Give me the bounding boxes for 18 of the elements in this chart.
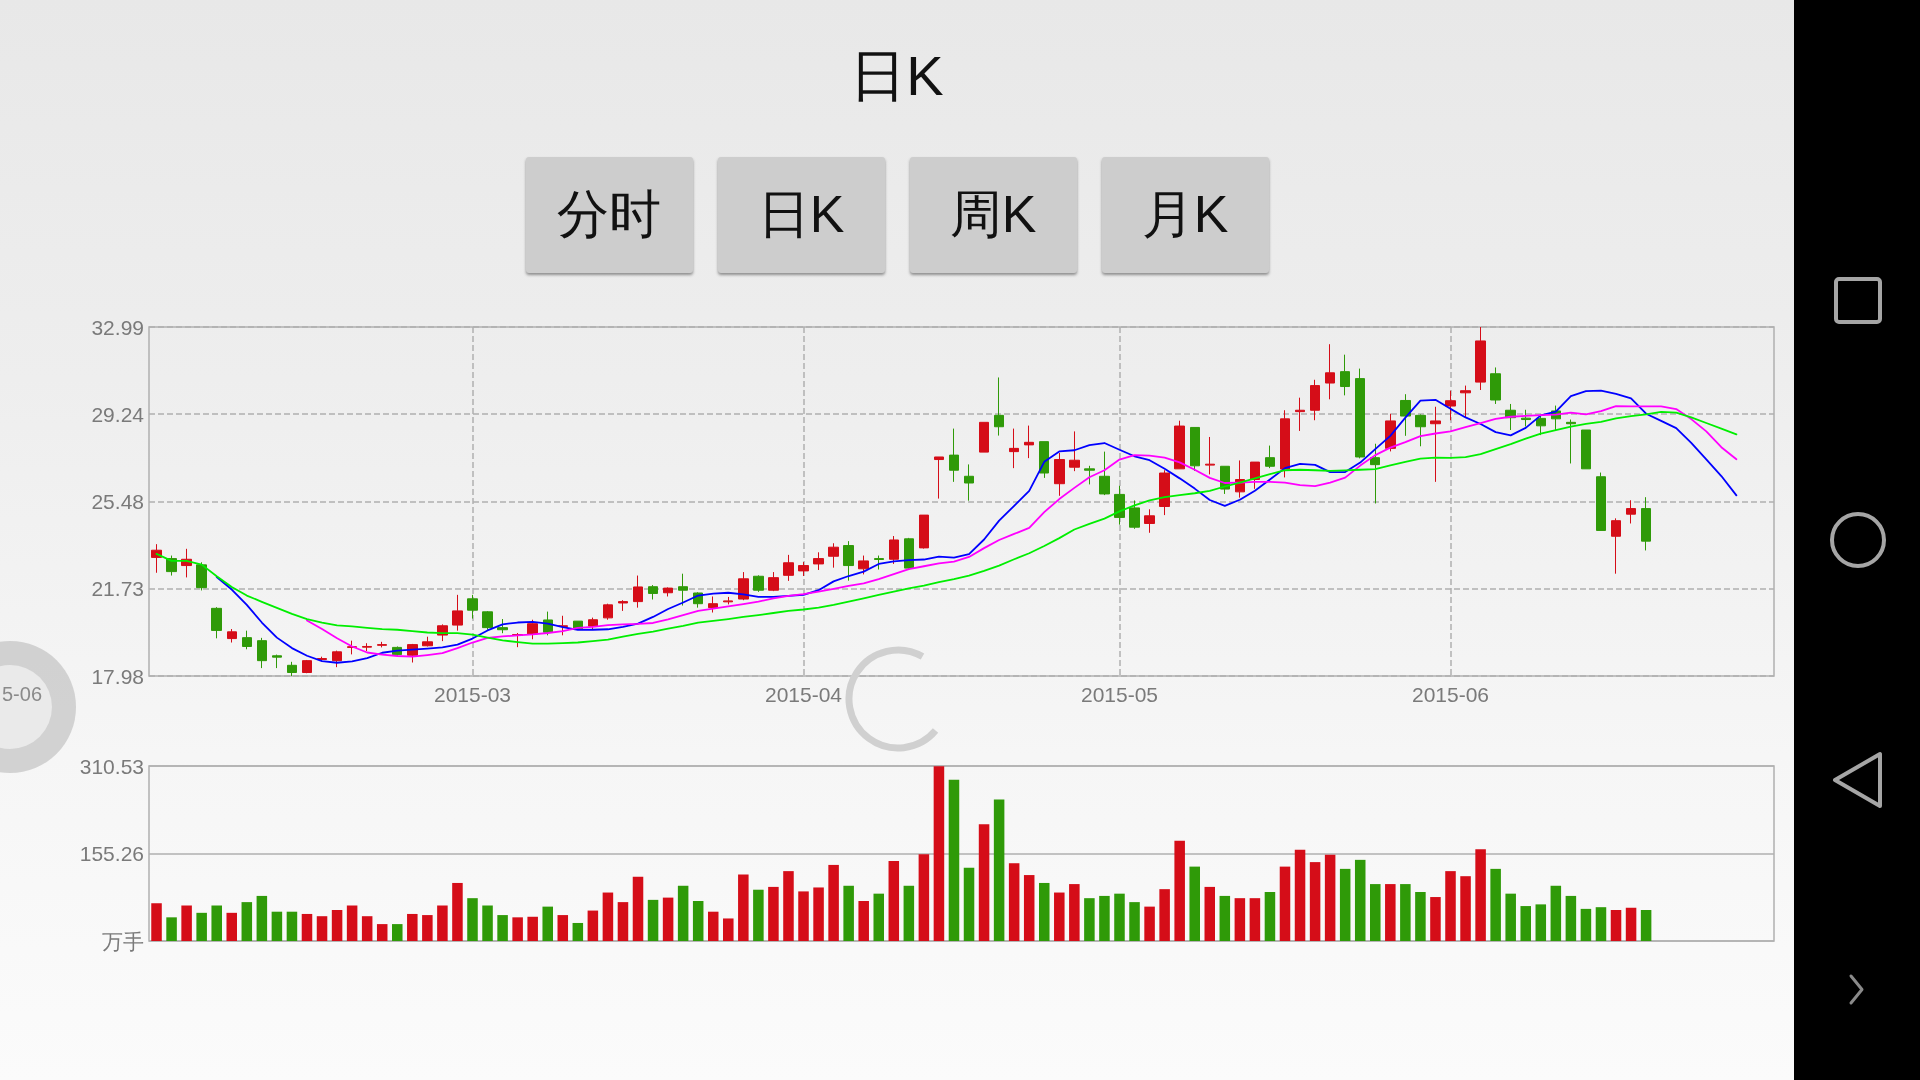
x-tick-label: 2015-05 [1080,683,1159,706]
tab-button: 分时 [525,157,693,273]
x-tick-label: 2015-03 [433,683,512,706]
tab-button: 日K [717,157,885,273]
y-tick-label: 310.53 [79,754,144,778]
text: 日K [850,43,944,109]
tab-button: 月K [1101,157,1269,273]
tab-button: 周K [909,157,1077,273]
y-tick-label: 17.98 [91,664,144,688]
floating-button: 5-06 [0,641,76,773]
y-tick-label: 万手 [102,929,144,953]
y-tick-label: 21.73 [91,577,144,601]
y-tick-label: 155.26 [79,842,144,865]
x-tick-label: 2015-06 [1411,683,1490,706]
y-tick-label: 25.48 [91,490,144,514]
y-tick-label: 32.99 [91,315,144,339]
y-tick-label: 29.24 [91,402,145,426]
x-tick-label: 2015-04 [764,683,843,706]
